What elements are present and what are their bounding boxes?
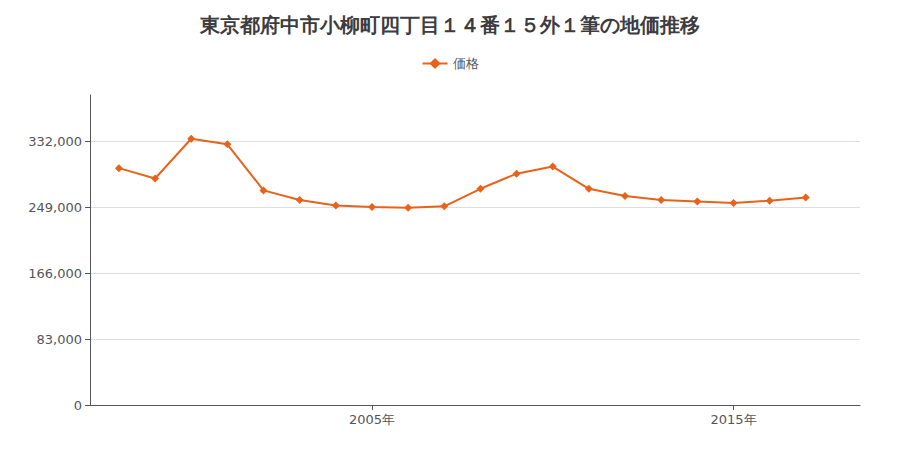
svg-text:0: 0 <box>74 398 82 413</box>
svg-text:東京都府中市小柳町四丁目１４番１５外１筆の地価推移: 東京都府中市小柳町四丁目１４番１５外１筆の地価推移 <box>199 13 700 37</box>
svg-text:2015年: 2015年 <box>710 412 756 427</box>
svg-text:332,000: 332,000 <box>28 134 82 149</box>
svg-text:価格: 価格 <box>453 56 479 71</box>
svg-text:166,000: 166,000 <box>28 266 82 281</box>
svg-text:2005年: 2005年 <box>349 412 395 427</box>
svg-text:249,000: 249,000 <box>28 200 82 215</box>
svg-text:83,000: 83,000 <box>37 332 83 347</box>
